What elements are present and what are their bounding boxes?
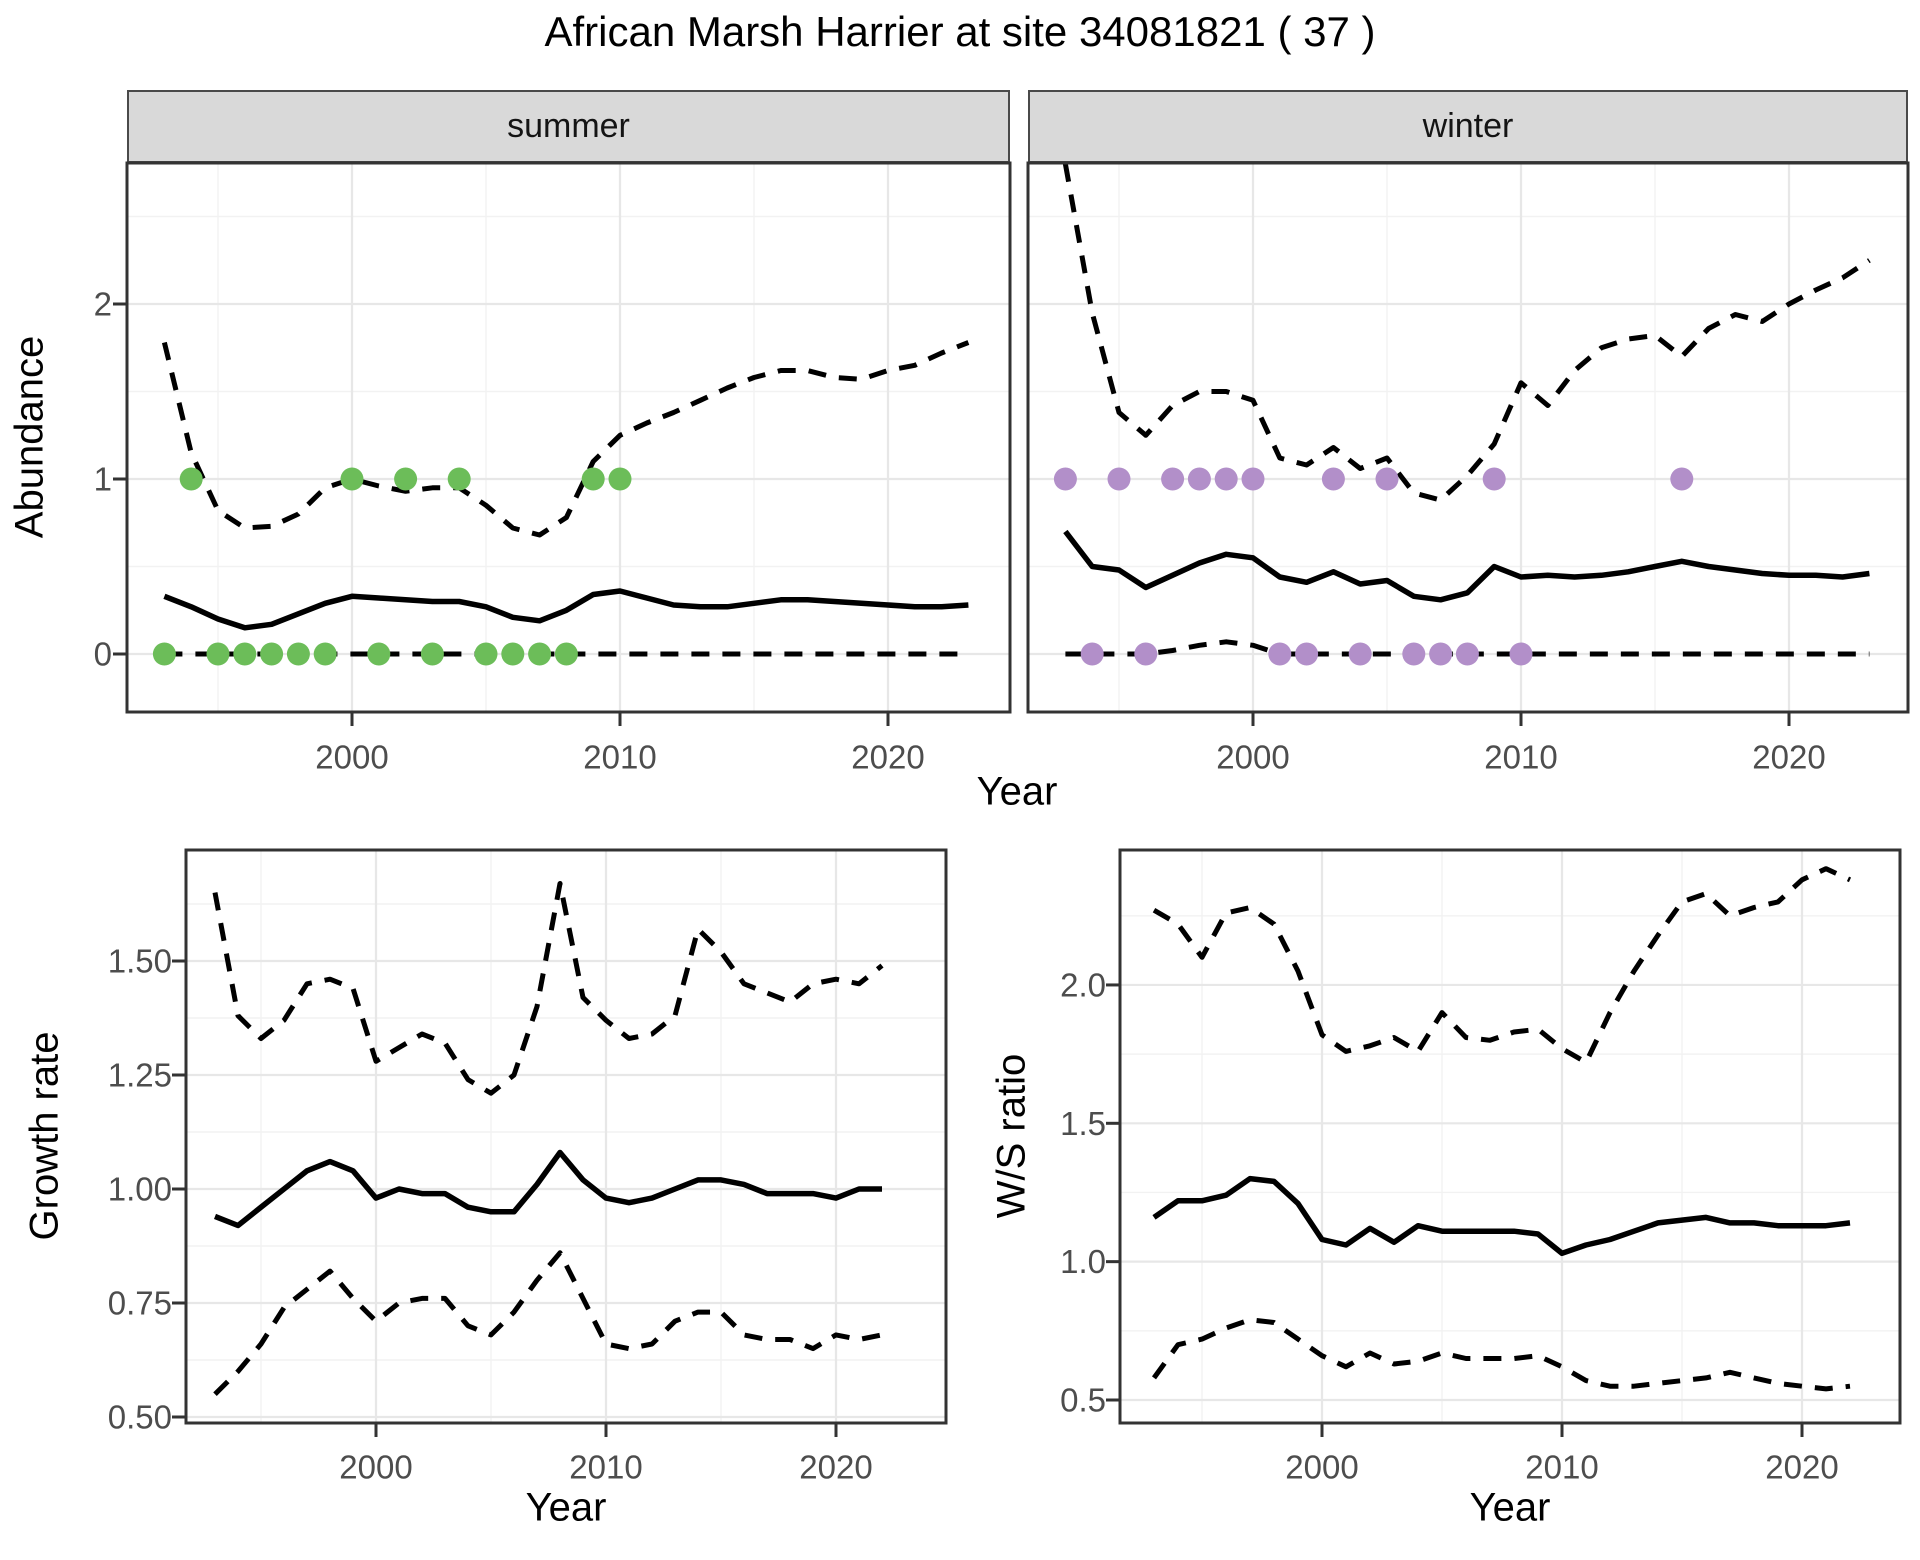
panel-border	[1118, 848, 1902, 1425]
x-tick-label: 2000	[1216, 739, 1289, 776]
observation-point	[447, 467, 471, 491]
x-axis-title-year-top: Year	[976, 769, 1058, 814]
lower_ci-line	[213, 1250, 883, 1396]
mean-line	[213, 1149, 882, 1229]
y-tick-label: 1.25	[108, 1057, 172, 1094]
observation-point	[1214, 467, 1238, 491]
y-tick-label: 0	[94, 636, 112, 673]
observation-point	[206, 642, 230, 666]
facet-strip-winter-label: winter	[1422, 107, 1514, 145]
observation-point	[474, 642, 498, 666]
panel-abundance_winter: 2000 2010 2020	[1026, 161, 1910, 776]
panel-ws_ratio: 2000 2010 2020 0.5 1.0 1.5 2.0	[1060, 848, 1902, 1486]
lower_ci-line	[1151, 1317, 1851, 1392]
observation-point	[179, 467, 203, 491]
page-title: African Marsh Harrier at site 34081821 (…	[544, 8, 1376, 55]
facet-strip-winter: winter	[1028, 90, 1908, 163]
upper_ci-line	[161, 340, 970, 538]
x-axis-title-year-growth: Year	[525, 1485, 607, 1530]
y-tick-label: 0.5	[1060, 1382, 1106, 1419]
x-axis-title-year-ws: Year	[1469, 1485, 1551, 1530]
x-tick-label: 2020	[799, 1449, 872, 1486]
y-tick-label: 1.0	[1060, 1243, 1106, 1280]
x-tick-label: 2000	[315, 739, 388, 776]
observation-point	[1670, 467, 1694, 491]
y-tick-label: 1.5	[1060, 1105, 1106, 1142]
series-ws_ratio	[1151, 866, 1852, 1392]
observation-point	[367, 642, 391, 666]
observation-point	[1268, 642, 1292, 666]
panel-abundance_summer: 2000 2010 2020 0 1 2	[94, 161, 1012, 776]
observation-point	[1375, 467, 1399, 491]
observation-point	[1455, 642, 1479, 666]
facet-strip-summer: summer	[127, 90, 1010, 163]
observation-point	[554, 642, 578, 666]
x-tick-label: 2000	[339, 1449, 412, 1486]
facet-strip-summer-label: summer	[507, 107, 630, 145]
grid-abundance_winter	[1028, 163, 1908, 712]
observation-point	[260, 642, 284, 666]
observation-point	[233, 642, 257, 666]
observation-point	[501, 642, 525, 666]
observation-point	[1482, 467, 1506, 491]
observation-point	[420, 642, 444, 666]
observation-point	[1187, 467, 1211, 491]
upper_ci-line	[1152, 866, 1852, 1065]
x-tick-label: 2010	[1525, 1449, 1598, 1486]
mean-line	[163, 588, 969, 631]
panel-border	[184, 848, 948, 1425]
observation-point	[1080, 642, 1104, 666]
observations-abundance_winter	[1053, 467, 1694, 666]
panel-border	[1026, 161, 1910, 714]
observation-point	[1134, 642, 1158, 666]
observations-abundance_summer	[152, 467, 632, 666]
y-tick-label: 1.00	[108, 1171, 172, 1208]
observation-point	[152, 642, 176, 666]
observation-point	[1402, 642, 1426, 666]
x-tick-label: 2020	[1765, 1449, 1838, 1486]
mean-line	[1063, 529, 1870, 603]
x-tick-label: 2010	[569, 1449, 642, 1486]
x-tick-label: 2020	[851, 739, 924, 776]
x-tick-label: 2000	[1285, 1449, 1358, 1486]
panel-background	[186, 850, 946, 1423]
panel-growth_rate: 2000 2010 2020 0.50 0.75 1.00 1.25 1.50	[108, 848, 948, 1486]
x-tick-label: 2010	[583, 739, 656, 776]
observation-point	[608, 467, 632, 491]
x-tick-label: 2010	[1484, 739, 1557, 776]
mean-line	[1152, 1175, 1851, 1257]
observation-point	[1241, 467, 1265, 491]
observation-point	[1509, 642, 1533, 666]
upper_ci-line	[212, 881, 884, 1096]
y-tick-label: 2	[94, 286, 112, 323]
panel-background	[1028, 163, 1908, 712]
observation-point	[1429, 642, 1453, 666]
observation-point	[528, 642, 552, 666]
observation-point	[1321, 467, 1345, 491]
y-tick-label: 1	[94, 461, 112, 498]
observation-point	[1295, 642, 1319, 666]
panel-border	[125, 161, 1012, 714]
observation-point	[313, 642, 337, 666]
observation-point	[1348, 642, 1372, 666]
series-growth_rate	[212, 881, 884, 1396]
observation-point	[340, 467, 364, 491]
y-tick-label: 2.0	[1060, 966, 1106, 1003]
observation-point	[286, 642, 310, 666]
upper_ci-line	[1062, 163, 1871, 503]
y-tick-label: 0.50	[108, 1399, 172, 1436]
grid-ws_ratio	[1120, 850, 1900, 1423]
observation-point	[1053, 467, 1077, 491]
observation-point	[581, 467, 605, 491]
y-tick-label: 1.50	[108, 943, 172, 980]
observation-point	[394, 467, 418, 491]
observation-point	[1161, 467, 1185, 491]
y-tick-label: 0.75	[108, 1285, 172, 1322]
observation-point	[1107, 467, 1131, 491]
panel-background	[127, 163, 1010, 712]
panel-background	[1120, 850, 1900, 1423]
x-tick-label: 2020	[1752, 739, 1825, 776]
